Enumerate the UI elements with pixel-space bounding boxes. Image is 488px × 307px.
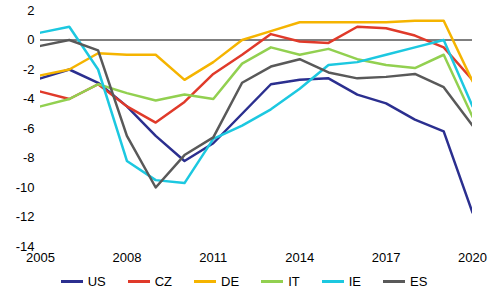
svg-text:2011: 2011 xyxy=(199,250,227,265)
svg-text:2008: 2008 xyxy=(112,250,141,265)
svg-text:-10: -10 xyxy=(16,180,35,195)
svg-text:2014: 2014 xyxy=(285,250,314,265)
svg-text:0: 0 xyxy=(27,32,34,47)
svg-text:-4: -4 xyxy=(23,91,35,106)
svg-text:-2: -2 xyxy=(23,62,35,77)
svg-text:-8: -8 xyxy=(23,150,35,165)
svg-text:2017: 2017 xyxy=(372,250,401,265)
html-text:DE: DE xyxy=(221,274,240,289)
svg-text:2020: 2020 xyxy=(458,250,487,265)
svg-text:2: 2 xyxy=(27,3,34,18)
html-text:CZ: CZ xyxy=(154,274,173,289)
svg-text:2005: 2005 xyxy=(26,250,55,265)
svg-text:-6: -6 xyxy=(23,121,35,136)
html-text:US: US xyxy=(87,274,106,289)
svg-text:-12: -12 xyxy=(16,209,35,224)
html-text:IT: IT xyxy=(288,274,300,289)
html-text:IE: IE xyxy=(348,274,361,289)
html-text:ES: ES xyxy=(410,274,428,289)
svg-text:-14: -14 xyxy=(15,238,35,254)
